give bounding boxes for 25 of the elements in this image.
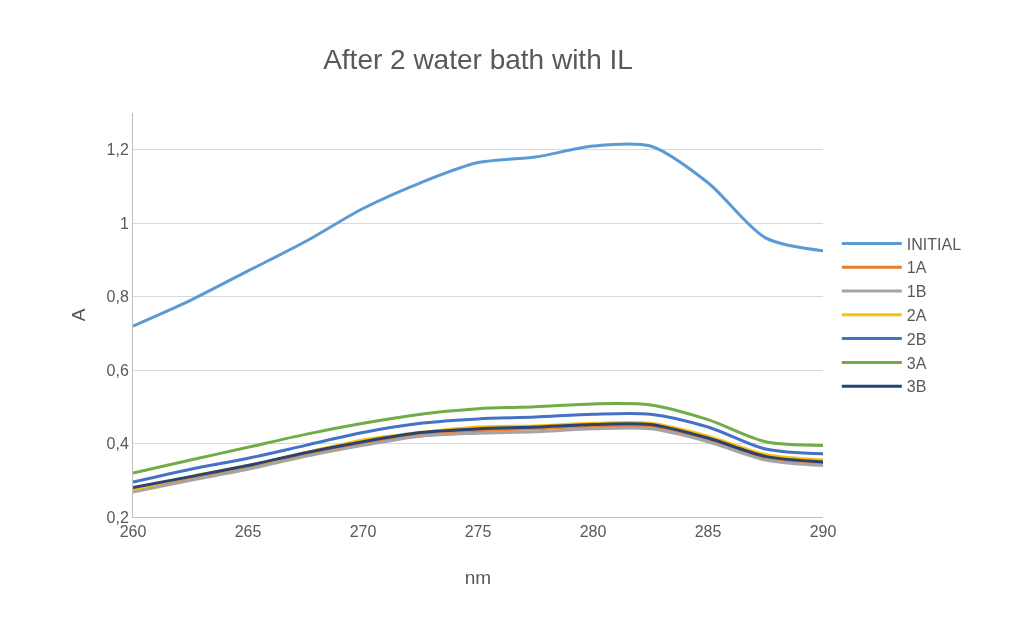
x-tick-label: 270 xyxy=(349,523,377,541)
legend-label: 2B xyxy=(906,330,927,348)
legend-label: 3A xyxy=(906,354,927,372)
y-tick-label: 0,8 xyxy=(106,288,129,306)
y-axis-title: A xyxy=(68,308,89,322)
x-tick-label: 260 xyxy=(119,523,147,541)
legend-label: 3B xyxy=(906,378,927,396)
x-axis-title: nm xyxy=(464,567,492,588)
y-tick-label: 0,4 xyxy=(106,435,129,453)
legend-label: 1A xyxy=(906,259,927,277)
x-tick-label: 290 xyxy=(809,523,837,541)
x-tick-label: 280 xyxy=(579,523,607,541)
y-tick-label: 0,6 xyxy=(106,361,129,379)
legend-label: INITIAL xyxy=(906,235,962,253)
x-tick-label: 275 xyxy=(464,523,492,541)
x-tick-label: 285 xyxy=(694,523,722,541)
legend-label: 2A xyxy=(906,307,927,325)
x-tick-label: 265 xyxy=(234,523,262,541)
y-tick-label: 1,2 xyxy=(106,141,129,159)
legend-label: 1B xyxy=(906,283,927,301)
line-series xyxy=(133,411,823,484)
chart-title: After 2 water bath with IL xyxy=(323,44,633,76)
y-tick-label: 0,2 xyxy=(106,508,129,526)
line-series xyxy=(133,402,823,475)
y-tick-label: 1 xyxy=(119,214,129,232)
